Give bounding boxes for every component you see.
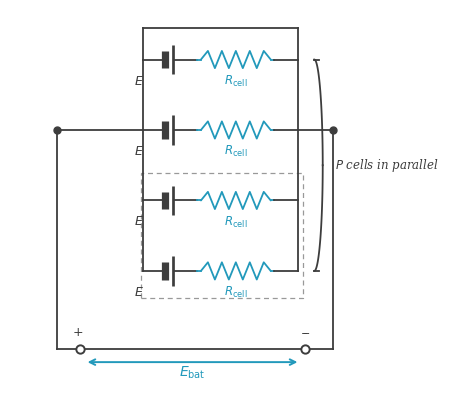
Text: $E$: $E$: [134, 145, 144, 158]
Text: $R_{\mathrm{cell}}$: $R_{\mathrm{cell}}$: [224, 73, 248, 89]
Text: $P$ cells in parallel: $P$ cells in parallel: [336, 157, 439, 174]
Text: $E$: $E$: [134, 75, 144, 88]
Text: $R_{\mathrm{cell}}$: $R_{\mathrm{cell}}$: [224, 214, 248, 229]
Bar: [141, 173, 302, 298]
Text: $-$: $-$: [300, 327, 310, 337]
Text: $E$: $E$: [134, 286, 144, 299]
Text: $\bar{\ }$: $\bar{\ }$: [302, 328, 308, 338]
Text: $R_{\mathrm{cell}}$: $R_{\mathrm{cell}}$: [224, 144, 248, 159]
Text: $R_{\mathrm{cell}}$: $R_{\mathrm{cell}}$: [224, 285, 248, 300]
Text: $+$: $+$: [72, 326, 83, 339]
Text: $E$: $E$: [134, 216, 144, 229]
Text: $E_{\mathrm{bat}}$: $E_{\mathrm{bat}}$: [179, 364, 206, 381]
